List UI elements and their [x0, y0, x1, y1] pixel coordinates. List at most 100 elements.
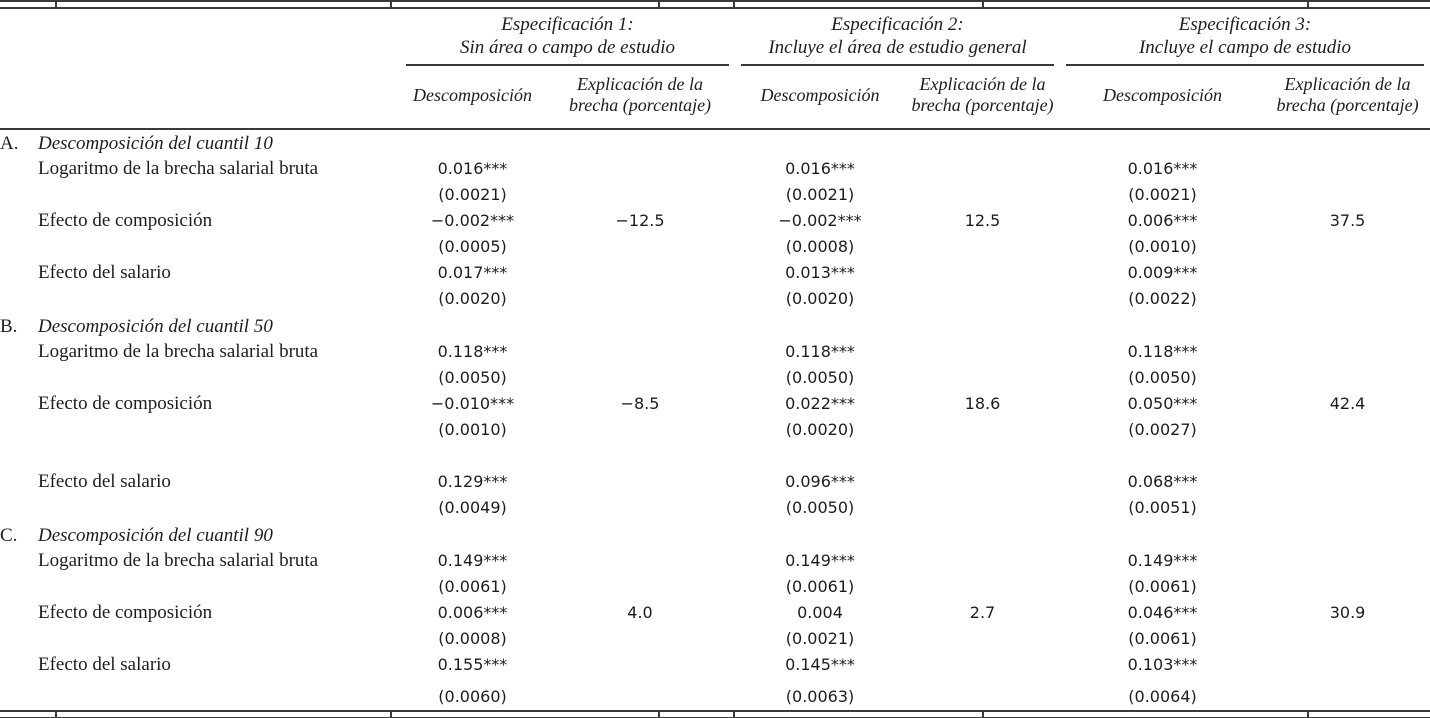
pct-cell-empty — [1265, 234, 1430, 260]
pct-cell — [905, 260, 1060, 286]
row-label: Efecto del salario — [38, 654, 171, 675]
pct-cell — [545, 548, 735, 574]
rule-tick — [982, 2, 984, 7]
pct-cell-empty — [1265, 417, 1430, 443]
se-cell: (0.0010) — [1128, 237, 1197, 256]
estimate-cell: 0.068*** — [1127, 472, 1198, 491]
pct-cell-empty — [545, 182, 735, 208]
panel-title-text: Descomposición del cuantil 10 — [38, 133, 273, 154]
estimate-cell: 0.006*** — [1127, 211, 1198, 230]
spec1-decomposition-header: Descomposición — [400, 66, 545, 130]
panel-title-row: B. Descomposición del cuantil 50 — [0, 312, 1430, 339]
pct-cell — [1265, 652, 1430, 678]
se-row: (0.0020) (0.0020) (0.0022) — [0, 286, 1430, 312]
pct-cell-empty — [545, 684, 735, 710]
spec2-explained-header: Explicación de la brecha (porcentaje) — [905, 66, 1061, 130]
pct-cell-empty — [545, 417, 735, 443]
row-label-empty — [0, 234, 400, 260]
row-label-empty — [0, 286, 400, 312]
se-cell: (0.0021) — [785, 629, 855, 648]
pct-cell — [1265, 339, 1430, 365]
estimate-cell: 0.004 — [797, 603, 843, 622]
se-cell: (0.0020) — [785, 420, 855, 439]
row-label-empty — [0, 626, 400, 652]
estimate-row: Logaritmo de la brecha salarial bruta 0.0… — [0, 156, 1430, 182]
spec1-group-header: Especificación 1: Sin área o campo de es… — [400, 9, 735, 66]
estimate-cell: 0.155*** — [437, 655, 508, 674]
pct-cell — [905, 469, 1060, 495]
row-label-empty — [0, 417, 400, 443]
spec-header-row: Especificación 1: Sin área o campo de es… — [0, 9, 1430, 66]
pct-cell-empty — [1265, 365, 1430, 391]
pct-cell-empty — [905, 574, 1060, 600]
panel-title: C. Descomposición del cuantil 90 — [0, 521, 1430, 548]
spec2-title-line2: Incluye el área de estudio general — [768, 37, 1027, 58]
spec2-title-line1: Especificación 2: — [831, 14, 964, 35]
pct-cell — [1265, 469, 1430, 495]
pct-cell-empty — [1265, 626, 1430, 652]
se-row: (0.0005) (0.0008) (0.0010) — [0, 234, 1430, 260]
se-cell: (0.0049) — [438, 498, 507, 517]
pct-cell: 2.7 — [969, 603, 996, 622]
row-label: Logaritmo de la brecha salarial bruta — [38, 550, 319, 571]
pct-cell — [905, 548, 1060, 574]
pct-cell — [905, 652, 1060, 678]
estimate-row: Logaritmo de la brecha salarial bruta 0.1… — [0, 339, 1430, 365]
estimate-cell: 0.016*** — [1127, 159, 1198, 178]
pct-cell — [905, 339, 1060, 365]
row-label: Efecto de composición — [38, 602, 213, 623]
estimate-cell: −0.010*** — [430, 394, 515, 413]
se-row: (0.0061) (0.0061) (0.0061) — [0, 574, 1430, 600]
estimate-cell: 0.129*** — [437, 472, 508, 491]
pct-cell-empty — [545, 286, 735, 312]
pct-cell-empty — [905, 286, 1060, 312]
pct-cell-empty — [545, 495, 735, 521]
pct-cell-empty — [1265, 495, 1430, 521]
estimate-cell: −0.002*** — [430, 211, 515, 230]
pct-cell — [1265, 548, 1430, 574]
se-cell: (0.0060) — [438, 687, 507, 706]
pct-cell-empty — [905, 182, 1060, 208]
rule-tick — [1307, 2, 1309, 7]
rule-tick — [55, 2, 57, 7]
rule-tick — [658, 2, 660, 7]
panel-letter: C. — [0, 525, 18, 546]
explained-header-line1: Explicación de la — [919, 74, 1046, 94]
estimate-row: Logaritmo de la brecha salarial bruta 0.1… — [0, 548, 1430, 574]
se-cell: (0.0022) — [1128, 289, 1197, 308]
rule-tick — [390, 712, 392, 717]
row-label-empty — [0, 495, 400, 521]
pct-cell: 42.4 — [1329, 394, 1366, 413]
estimate-cell: 0.149*** — [785, 551, 855, 570]
rule-tick — [658, 712, 660, 717]
se-cell: (0.0021) — [438, 185, 507, 204]
pct-cell-empty — [905, 234, 1060, 260]
explained-header-line2: brecha (porcentaje) — [568, 95, 712, 115]
pct-cell-empty — [905, 684, 1060, 710]
pct-cell-empty — [1265, 574, 1430, 600]
pct-cell: −12.5 — [615, 211, 665, 230]
estimate-cell: 0.009*** — [1127, 263, 1198, 282]
pct-cell — [1265, 260, 1430, 286]
se-cell: (0.0010) — [438, 420, 507, 439]
se-cell: (0.0061) — [1128, 577, 1197, 596]
panel-title: A. Descomposición del cuantil 10 — [0, 129, 1430, 156]
table-bottom-rule — [0, 710, 1430, 718]
se-row: (0.0050) (0.0050) (0.0050) — [0, 365, 1430, 391]
estimate-cell: 0.046*** — [1127, 603, 1198, 622]
pct-cell — [905, 156, 1060, 182]
estimate-cell: 0.096*** — [785, 472, 855, 491]
spec3-decomposition-header: Descomposición — [1060, 66, 1266, 130]
spec3-group-header: Especificación 3: Incluye el campo de es… — [1060, 9, 1430, 66]
rule-tick — [390, 2, 392, 7]
blank-row — [0, 443, 1430, 469]
spec2-decomposition-header: Descomposición — [735, 66, 905, 130]
se-cell: (0.0061) — [1128, 629, 1197, 648]
pct-cell: 30.9 — [1329, 603, 1366, 622]
rule-tick — [1307, 712, 1309, 717]
estimate-row: Efecto de composición −0.002*** −12.5 −0.00… — [0, 208, 1430, 234]
pct-cell — [545, 469, 735, 495]
se-cell: (0.0021) — [1128, 185, 1197, 204]
estimate-row: Efecto del salario 0.017*** 0.013*** 0.009*… — [0, 260, 1430, 286]
